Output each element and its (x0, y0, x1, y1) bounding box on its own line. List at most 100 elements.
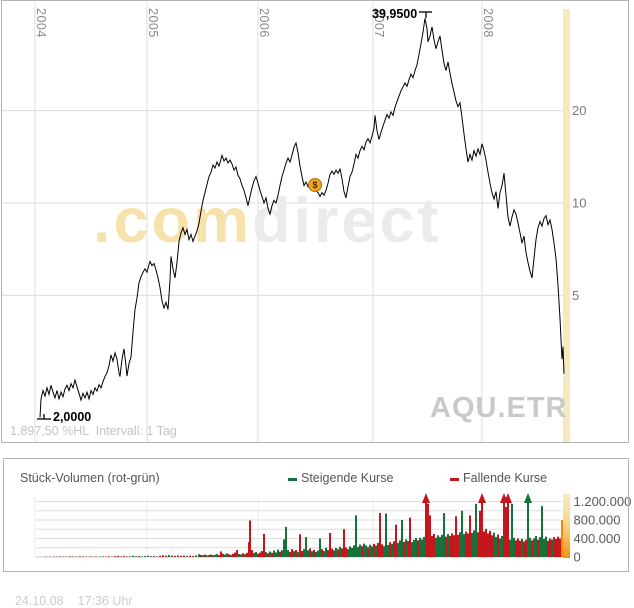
dividend-event-icon[interactable]: $ (308, 178, 322, 192)
volume-bar (222, 554, 224, 557)
volume-bar (251, 550, 253, 557)
volume-bar (323, 551, 325, 557)
volume-bar (375, 545, 377, 557)
volume-bar (457, 535, 459, 557)
volume-bar (529, 538, 531, 557)
volume-bar (517, 539, 519, 558)
volume-bar (355, 515, 357, 557)
volume-bar (275, 552, 277, 557)
volume-bar (224, 555, 226, 557)
volume-bar (208, 555, 210, 557)
volume-bar (383, 546, 385, 557)
volume-bar (234, 553, 236, 557)
volume-bar (171, 556, 173, 557)
volume-bar (279, 552, 281, 557)
volume-bar (174, 556, 176, 557)
volume-bar (493, 533, 495, 557)
volume-bar (165, 556, 167, 557)
volume-bar (515, 540, 517, 557)
volume-bar (395, 525, 397, 557)
volume-bar (249, 520, 251, 557)
low-price-annotation: 2,0000 (53, 410, 91, 424)
volume-bar (559, 539, 561, 558)
volume-bar (463, 534, 465, 557)
volume-bar (351, 548, 353, 557)
volume-bar (309, 548, 311, 557)
volume-bar (495, 537, 497, 557)
volume-bar (117, 556, 119, 557)
volume-bar (307, 550, 309, 557)
date-label: 24.10.08 (15, 594, 64, 608)
volume-bar (533, 539, 535, 558)
volume-bar (337, 549, 339, 557)
volume-bar (467, 533, 469, 557)
volume-bar (281, 550, 283, 557)
volume-bar (557, 537, 559, 557)
volume-bar (501, 536, 503, 557)
volume-bar (210, 554, 212, 557)
volume-bar (435, 538, 437, 557)
volume-bar (228, 554, 230, 557)
volume-bar (244, 554, 246, 557)
volume-bar (102, 556, 104, 557)
volume-bar (273, 551, 275, 557)
symbol-watermark: AQU.ETR (430, 392, 568, 424)
volume-overflow-arrow (481, 503, 483, 557)
volume-bar (421, 539, 423, 557)
volume-bar (293, 551, 295, 557)
volume-axis-label: 1.200.000 (574, 494, 632, 509)
legend-up-swatch (288, 478, 297, 481)
volume-bar (156, 556, 158, 557)
volume-bar (192, 556, 194, 557)
volume-bar (267, 553, 269, 557)
volume-bar (212, 555, 214, 557)
volume-bar (285, 527, 287, 557)
volume-bar (471, 533, 473, 557)
volume-bar (331, 549, 333, 557)
volume-bar (317, 551, 319, 557)
volume-bar (108, 556, 110, 557)
volume-bar (120, 556, 122, 557)
volume-bar (547, 541, 549, 557)
volume-bar (345, 547, 347, 557)
volume-bar (497, 535, 499, 557)
legend-up-label: Steigende Kurse (301, 471, 393, 485)
volume-bar (431, 536, 433, 557)
volume-bar (206, 555, 208, 557)
price-axis-label: 5 (572, 288, 579, 303)
volume-bar (329, 533, 331, 557)
legend-down-label: Fallende Kurse (463, 471, 547, 485)
volume-bar (180, 556, 182, 557)
x-axis-year-label: 2006 (257, 8, 271, 38)
highlight-bands (563, 9, 570, 558)
volume-bar (153, 556, 155, 557)
volume-bar (377, 543, 379, 557)
volume-bar (389, 542, 391, 557)
volume-bar (195, 556, 197, 557)
volume-bar (242, 553, 244, 557)
volume-bar (521, 539, 523, 557)
volume-bar (473, 530, 475, 557)
volume-bar (487, 533, 489, 557)
volume-bar (253, 553, 255, 557)
volume-bar (543, 539, 545, 557)
volume-overflow-arrow (527, 503, 529, 557)
volume-bar (561, 520, 563, 557)
volume-bar (333, 550, 335, 557)
volume-bar (240, 554, 242, 557)
volume-bar (255, 552, 257, 557)
volume-bar (465, 532, 467, 557)
volume-bar (405, 539, 407, 557)
volume-bar (186, 556, 188, 557)
volume-bar (371, 546, 373, 557)
volume-bar (413, 540, 415, 557)
volume-bar (499, 539, 501, 558)
volume-bar (545, 537, 547, 557)
volume-bar (447, 534, 449, 557)
volume-bar (381, 544, 383, 557)
volume-bar (141, 556, 143, 557)
volume-bar (159, 556, 161, 557)
volume-bar (299, 534, 301, 557)
volume-bar (433, 534, 435, 557)
